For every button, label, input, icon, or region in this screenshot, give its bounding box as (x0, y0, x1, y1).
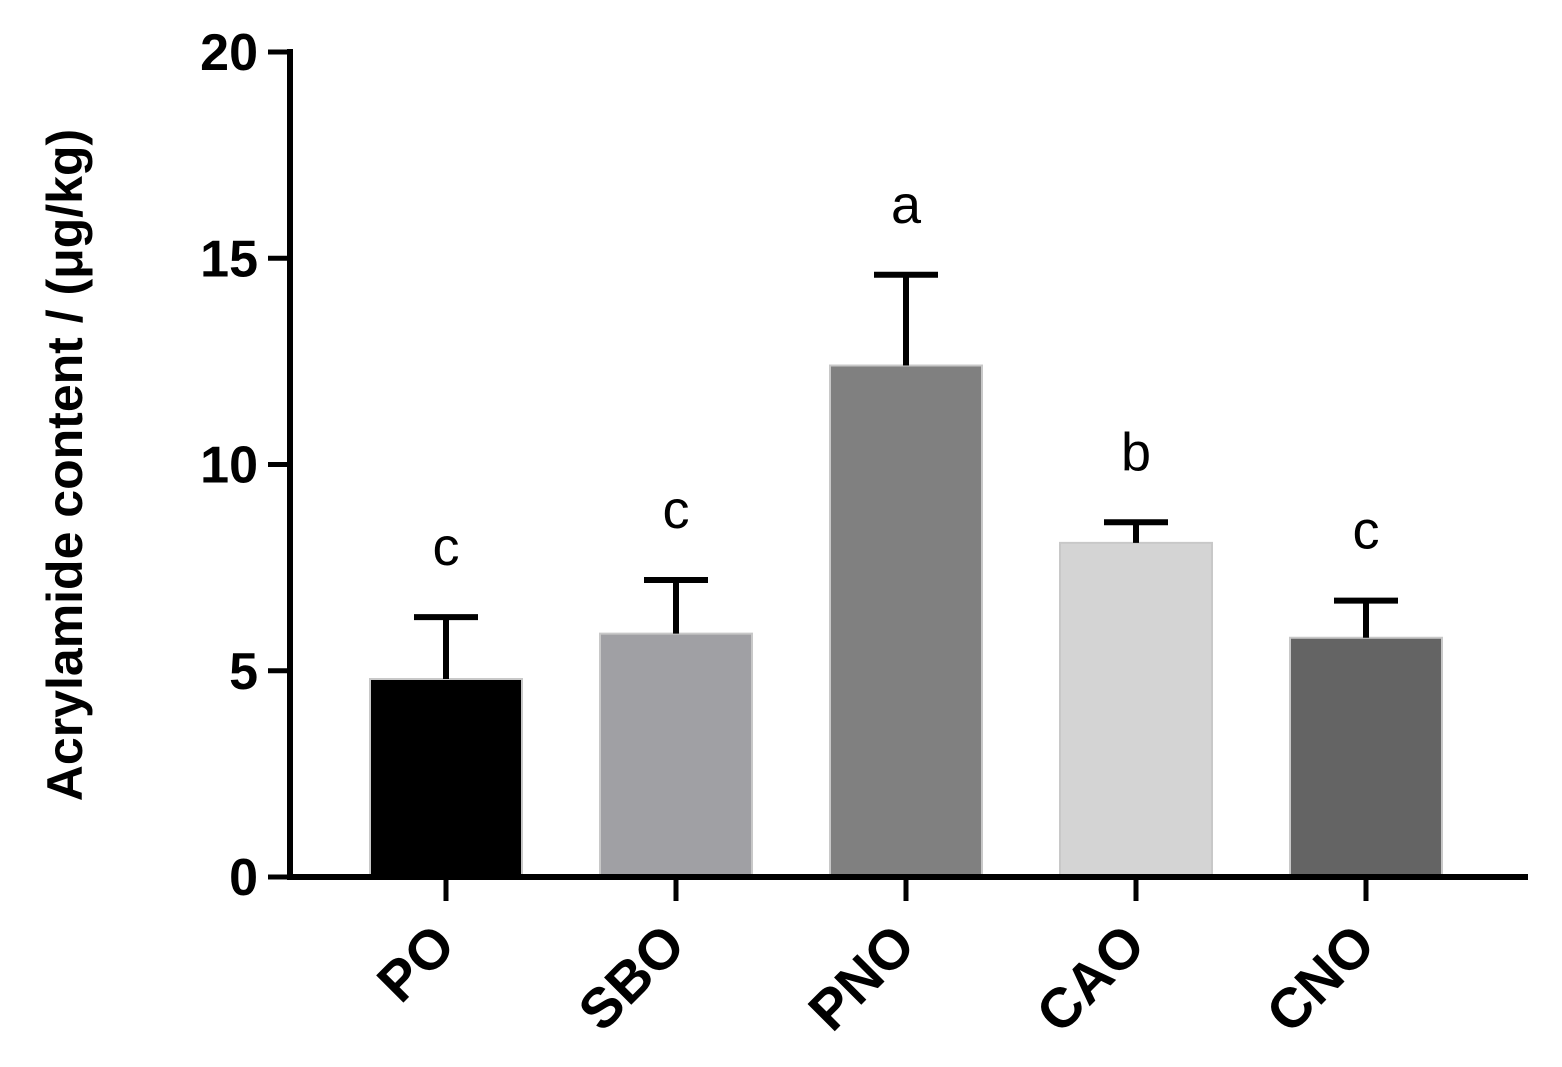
bar-cno (1289, 636, 1443, 878)
bar-cao (1059, 541, 1213, 878)
y-axis-label: Acrylamide content / (μg/kg) (37, 129, 93, 801)
bar-pno (829, 364, 983, 878)
y-axis: 0 5 10 15 20 (200, 24, 293, 907)
x-tick-label-cno: CNO (1254, 912, 1387, 1045)
x-tick-label-cao: CAO (1024, 912, 1157, 1045)
y-tick-label: 5 (229, 643, 258, 701)
bars (369, 364, 1443, 878)
significance-letter: b (1121, 422, 1151, 482)
x-tick-label-pno: PNO (796, 912, 926, 1042)
bar-po (369, 678, 523, 878)
x-tick-label-po: PO (365, 912, 467, 1014)
significance-letter: c (433, 517, 460, 577)
y-tick-label: 15 (200, 230, 258, 288)
y-tick-label: 20 (200, 24, 258, 82)
significance-letter: c (1353, 501, 1380, 561)
x-tick-label-sbo: SBO (566, 912, 696, 1042)
significance-letter: a (891, 175, 922, 235)
significance-letters: c c a b c (433, 175, 1380, 577)
error-bars (414, 271, 1398, 679)
significance-letter: c (663, 480, 690, 540)
y-tick-label: 10 (200, 437, 258, 495)
y-tick-label: 0 (229, 849, 258, 907)
bar-sbo (599, 632, 753, 878)
x-axis: PO SBO PNO CAO CNO (287, 874, 1528, 1045)
